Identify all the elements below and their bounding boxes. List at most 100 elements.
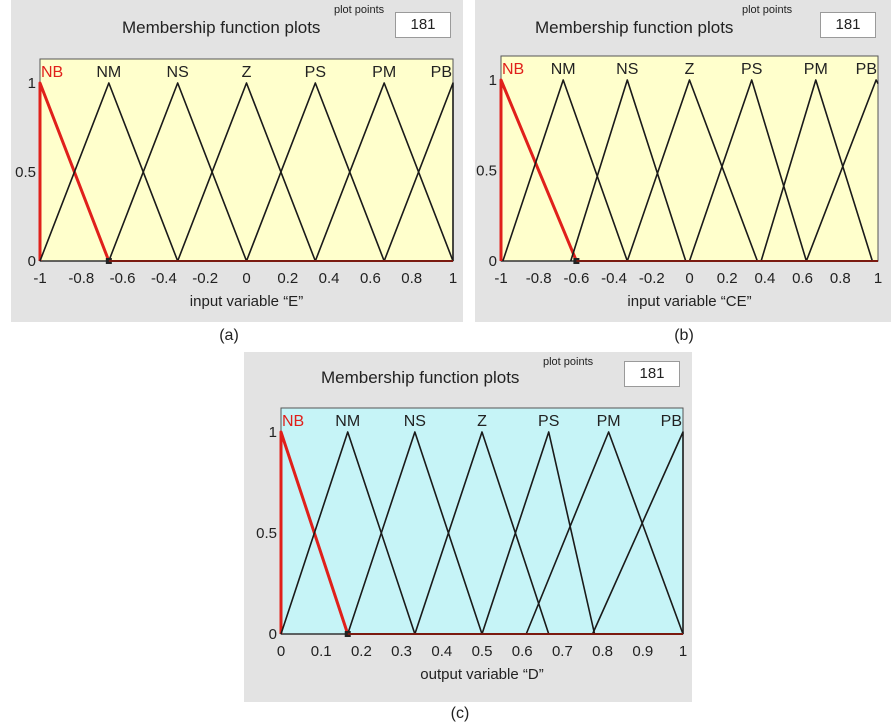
plot-points-input-b[interactable]: 181: [820, 12, 876, 38]
mf-line-pm: [314, 82, 454, 262]
mf-line-pb: [805, 79, 879, 262]
panel-title-a: Membership function plots: [122, 18, 321, 37]
x-tick-label: 0.8: [592, 643, 613, 660]
mf-label-pb: PB: [431, 64, 452, 81]
mf-line-nb: [279, 430, 350, 635]
x-tick-label: 0.6: [792, 270, 813, 287]
y-tick-label: 1: [28, 75, 36, 92]
plot-points-label-a: plot points: [334, 4, 385, 16]
mf-label-nb: NB: [502, 61, 524, 78]
mf-line-nm: [280, 431, 416, 635]
x-tick-label: 0: [685, 270, 693, 287]
panel-title-b: Membership function plots: [535, 18, 734, 37]
mf-label-ns: NS: [167, 64, 189, 81]
mf-line-z: [626, 79, 759, 262]
mf-label-pb: PB: [661, 413, 682, 430]
plot-points-input-c[interactable]: 181: [624, 361, 680, 387]
mf-line-z: [414, 431, 550, 635]
x-tick-label: 0.5: [472, 643, 493, 660]
y-tick-label: 0.5: [15, 164, 36, 181]
mf-line-ns: [346, 431, 483, 635]
plot-points-label-c: plot points: [543, 356, 594, 368]
mf-label-nb: NB: [41, 64, 63, 81]
x-tick-label: -0.2: [192, 270, 218, 287]
mf-line-pm: [760, 79, 874, 262]
plot-area: [39, 58, 454, 262]
mf-line-nb: [499, 78, 578, 262]
y-tick-label: 0: [28, 253, 36, 270]
mf-line-nb: [38, 81, 111, 262]
mf-line-ns: [108, 82, 248, 262]
mf-label-ns: NS: [404, 413, 426, 430]
y-tick-label: 0.5: [256, 525, 277, 542]
x-axis-label: input variable “CE”: [627, 293, 751, 310]
plot-area: [280, 407, 684, 635]
x-axis-label: output variable “D”: [420, 666, 543, 683]
x-tick-label: 1: [874, 270, 882, 287]
x-axis-label: input variable “E”: [190, 293, 303, 310]
mf-line-ps: [245, 82, 385, 262]
mf-label-z: Z: [242, 64, 252, 81]
mf-label-ns: NS: [616, 61, 638, 78]
x-tick-label: 0.2: [351, 643, 372, 660]
x-tick-label: 0.4: [754, 270, 775, 287]
x-tick-label: -0.4: [151, 270, 177, 287]
mf-label-pb: PB: [856, 61, 877, 78]
plot-points-label-b: plot points: [742, 4, 793, 16]
x-tick-label: -0.8: [526, 270, 552, 287]
mf-label-pm: PM: [372, 64, 396, 81]
mf-label-ps: PS: [538, 413, 559, 430]
x-tick-label: 0.3: [391, 643, 412, 660]
x-tick-label: 0.4: [431, 643, 452, 660]
x-tick-label: -0.6: [563, 270, 589, 287]
mf-label-z: Z: [477, 413, 487, 430]
x-tick-label: 0.4: [319, 270, 340, 287]
x-tick-label: 0.9: [632, 643, 653, 660]
x-tick-label: -0.2: [639, 270, 665, 287]
x-tick-label: 0.8: [830, 270, 851, 287]
y-tick-label: 0: [269, 626, 277, 643]
plot-area: [500, 55, 879, 262]
mf-label-nm: NM: [551, 61, 576, 78]
caption-c: (c): [450, 705, 470, 722]
mf-label-z: Z: [685, 61, 695, 78]
panel-title-c: Membership function plots: [321, 368, 520, 387]
x-tick-label: -1: [494, 270, 507, 287]
x-tick-label: 0.2: [277, 270, 298, 287]
x-tick-label: 0: [242, 270, 250, 287]
caption-a: (a): [219, 327, 239, 344]
mf-label-nm: NM: [96, 64, 121, 81]
x-tick-label: 1: [679, 643, 687, 660]
y-tick-label: 0: [489, 253, 497, 270]
x-tick-label: -0.4: [601, 270, 627, 287]
x-tick-label: 1: [449, 270, 457, 287]
x-tick-label: -0.6: [110, 270, 136, 287]
x-tick-label: 0.6: [512, 643, 533, 660]
y-tick-label: 1: [489, 72, 497, 89]
x-tick-label: 0.8: [401, 270, 422, 287]
mf-line-pm: [525, 431, 684, 635]
x-tick-label: 0.7: [552, 643, 573, 660]
x-tick-label: 0.6: [360, 270, 381, 287]
x-tick-label: 0.1: [311, 643, 332, 660]
x-tick-label: 0.2: [717, 270, 738, 287]
caption-b: (b): [674, 327, 694, 344]
mf-line-nm: [39, 82, 179, 262]
mf-label-ps: PS: [305, 64, 326, 81]
x-tick-label: 0: [277, 643, 285, 660]
mf-line-ps: [688, 79, 808, 262]
mf-label-nb: NB: [282, 413, 304, 430]
mf-line-nm: [502, 79, 629, 262]
mf-line-ps: [481, 431, 596, 635]
plot-points-input-a[interactable]: 181: [395, 12, 451, 38]
y-tick-label: 1: [269, 424, 277, 441]
mf-line-z: [176, 82, 317, 262]
mf-line-pb: [383, 82, 454, 262]
mf-line-ns: [569, 79, 687, 262]
mf-label-ps: PS: [741, 61, 762, 78]
mf-label-nm: NM: [335, 413, 360, 430]
x-tick-label: -0.8: [68, 270, 94, 287]
